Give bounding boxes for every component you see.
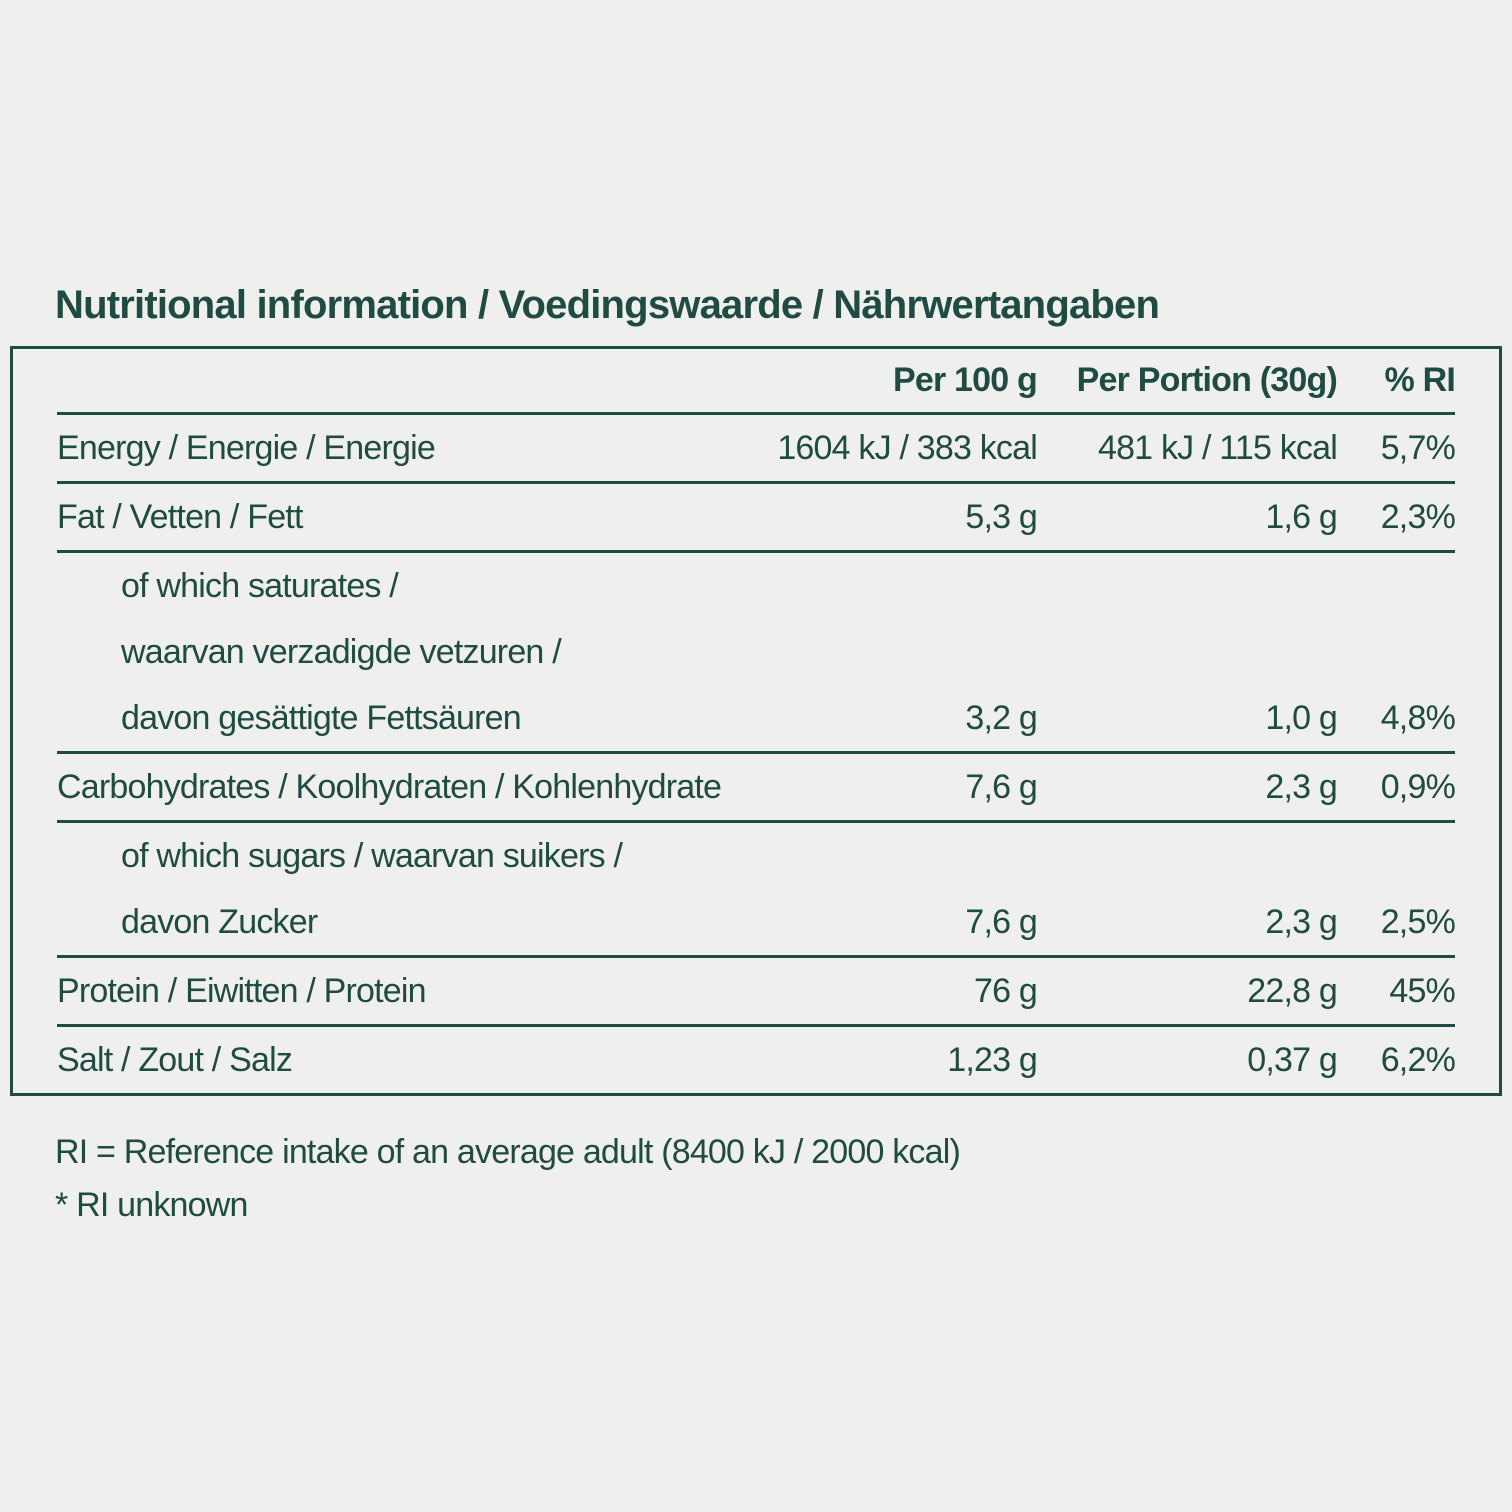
cell-percent-ri: 45% xyxy=(1389,972,1455,1010)
table-row: Protein / Eiwitten / Protein 76 g 22,8 g… xyxy=(57,958,1456,1027)
cell-percent-ri: 2,5% xyxy=(1380,903,1456,941)
row-label-line: davon Zucker xyxy=(121,903,318,941)
cell-percent-ri: 2,3% xyxy=(1380,498,1456,536)
cell-percent-ri: 5,7% xyxy=(1380,429,1456,467)
cell-per-100g: 1604 kJ / 383 kcal xyxy=(777,429,1037,467)
table-row: Energy / Energie / Energie 1604 kJ / 383… xyxy=(57,415,1456,484)
table-row: Carbohydrates / Koolhydraten / Kohlenhyd… xyxy=(57,754,1456,823)
cell-per-portion: 2,3 g xyxy=(1265,903,1337,941)
cell-per-portion: 0,37 g xyxy=(1247,1041,1338,1079)
row-label: Carbohydrates / Koolhydraten / Kohlenhyd… xyxy=(57,754,737,820)
row-label: Energy / Energie / Energie xyxy=(57,415,737,481)
cell-per-portion: 22,8 g xyxy=(1247,972,1338,1010)
row-label: Protein / Eiwitten / Protein xyxy=(57,958,737,1024)
row-label: Salt / Zout / Salz xyxy=(57,1027,737,1093)
ri-unknown-note: * RI unknown xyxy=(55,1186,248,1224)
header-per-100g: Per 100 g xyxy=(892,361,1038,399)
header-percent-ri: % RI xyxy=(1384,361,1456,399)
footer-notes: RI = Reference intake of an average adul… xyxy=(55,1126,961,1232)
cell-per-100g: 7,6 g xyxy=(965,903,1037,941)
reference-intake-note: RI = Reference intake of an average adul… xyxy=(55,1133,961,1171)
row-label: of which saturates / waarvan verzadigde v… xyxy=(57,553,737,751)
row-label-line: Salt / Zout / Salz xyxy=(57,1041,293,1079)
row-label: of which sugars / waarvan suikers / davon… xyxy=(57,823,737,955)
nutrition-table-inner: Per 100 g Per Portion (30g) % RI Energy … xyxy=(57,349,1456,1093)
cell-per-100g: 3,2 g xyxy=(965,699,1037,737)
row-label-line: of which sugars / waarvan suikers / xyxy=(121,837,623,875)
row-label-line: Carbohydrates / Koolhydraten / Kohlenhyd… xyxy=(57,768,722,806)
table-header-row: Per 100 g Per Portion (30g) % RI xyxy=(57,349,1456,415)
row-label-line: Fat / Vetten / Fett xyxy=(57,498,303,536)
row-label: Fat / Vetten / Fett xyxy=(57,484,737,550)
row-label-line: Energy / Energie / Energie xyxy=(57,429,436,467)
cell-per-100g: 1,23 g xyxy=(947,1041,1038,1079)
cell-per-100g: 76 g xyxy=(974,972,1038,1010)
cell-per-100g: 5,3 g xyxy=(965,498,1037,536)
table-row: Salt / Zout / Salz 1,23 g 0,37 g 6,2% xyxy=(57,1027,1456,1093)
cell-per-portion: 2,3 g xyxy=(1265,768,1337,806)
row-label-line: Protein / Eiwitten / Protein xyxy=(57,972,427,1010)
cell-per-portion: 481 kJ / 115 kcal xyxy=(1097,429,1338,467)
table-row: Fat / Vetten / Fett 5,3 g 1,6 g 2,3% xyxy=(57,484,1456,553)
header-per-portion: Per Portion (30g) xyxy=(1076,361,1338,399)
cell-per-portion: 1,0 g xyxy=(1265,699,1337,737)
row-label-line: of which saturates / xyxy=(121,567,399,605)
cell-per-portion: 1,6 g xyxy=(1265,498,1337,536)
row-label-line: davon gesättigte Fettsäuren xyxy=(121,699,522,737)
page-title: Nutritional information / Voedingswaarde… xyxy=(55,283,1160,327)
cell-percent-ri: 4,8% xyxy=(1380,699,1456,737)
row-label-line: waarvan verzadigde vetzuren / xyxy=(121,633,562,671)
table-row: of which saturates / waarvan verzadigde v… xyxy=(57,553,1456,754)
nutrition-table: Per 100 g Per Portion (30g) % RI Energy … xyxy=(10,346,1502,1096)
cell-per-100g: 7,6 g xyxy=(965,768,1037,806)
table-body: Energy / Energie / Energie 1604 kJ / 383… xyxy=(57,415,1456,1093)
cell-percent-ri: 6,2% xyxy=(1380,1041,1456,1079)
table-row: of which sugars / waarvan suikers / davon… xyxy=(57,823,1456,958)
cell-percent-ri: 0,9% xyxy=(1380,768,1456,806)
